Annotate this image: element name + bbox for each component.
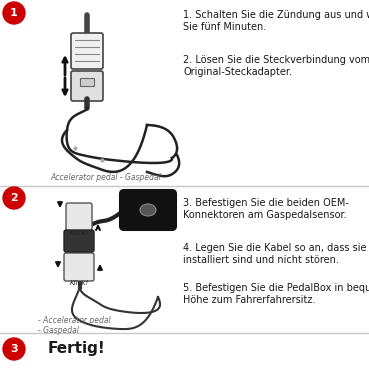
Circle shape <box>3 2 25 24</box>
Text: 1. Schalten Sie die Zündung aus und warten
Sie fünf Minuten.: 1. Schalten Sie die Zündung aus und wart… <box>183 10 369 32</box>
Text: Klick!: Klick! <box>69 280 89 286</box>
Text: 3: 3 <box>10 344 18 354</box>
Text: 2. Lösen Sie die Steckverbindung vom
Original-Steckadapter.: 2. Lösen Sie die Steckverbindung vom Ori… <box>183 55 369 77</box>
Bar <box>80 78 94 86</box>
Text: 1: 1 <box>10 8 18 18</box>
Text: 3. Befestigen Sie die beiden OEM-
Konnektoren am Gaspedalsensor.: 3. Befestigen Sie die beiden OEM- Konnek… <box>183 198 349 220</box>
Circle shape <box>3 338 25 360</box>
Text: 4. Legen Sie die Kabel so an, dass sie fest
installiert sind und nicht stören.: 4. Legen Sie die Kabel so an, dass sie f… <box>183 243 369 265</box>
FancyBboxPatch shape <box>64 253 94 281</box>
FancyBboxPatch shape <box>120 190 176 230</box>
Text: - Accelerator pedal
- Gaspedal: - Accelerator pedal - Gaspedal <box>38 316 111 335</box>
Circle shape <box>3 187 25 209</box>
Ellipse shape <box>140 204 156 216</box>
Text: Fertig!: Fertig! <box>48 341 106 356</box>
FancyBboxPatch shape <box>71 71 103 101</box>
Ellipse shape <box>142 205 154 215</box>
FancyBboxPatch shape <box>66 203 92 231</box>
Text: Accelerator pedal - Gaspedal: Accelerator pedal - Gaspedal <box>50 173 161 182</box>
FancyBboxPatch shape <box>71 33 103 69</box>
Text: 2: 2 <box>10 193 18 203</box>
FancyBboxPatch shape <box>64 230 94 252</box>
Text: Klick!: Klick! <box>69 230 89 236</box>
Text: 5. Befestigen Sie die PedalBox in bequemer
Höhe zum Fahrerfahrersitz.: 5. Befestigen Sie die PedalBox in bequem… <box>183 283 369 304</box>
